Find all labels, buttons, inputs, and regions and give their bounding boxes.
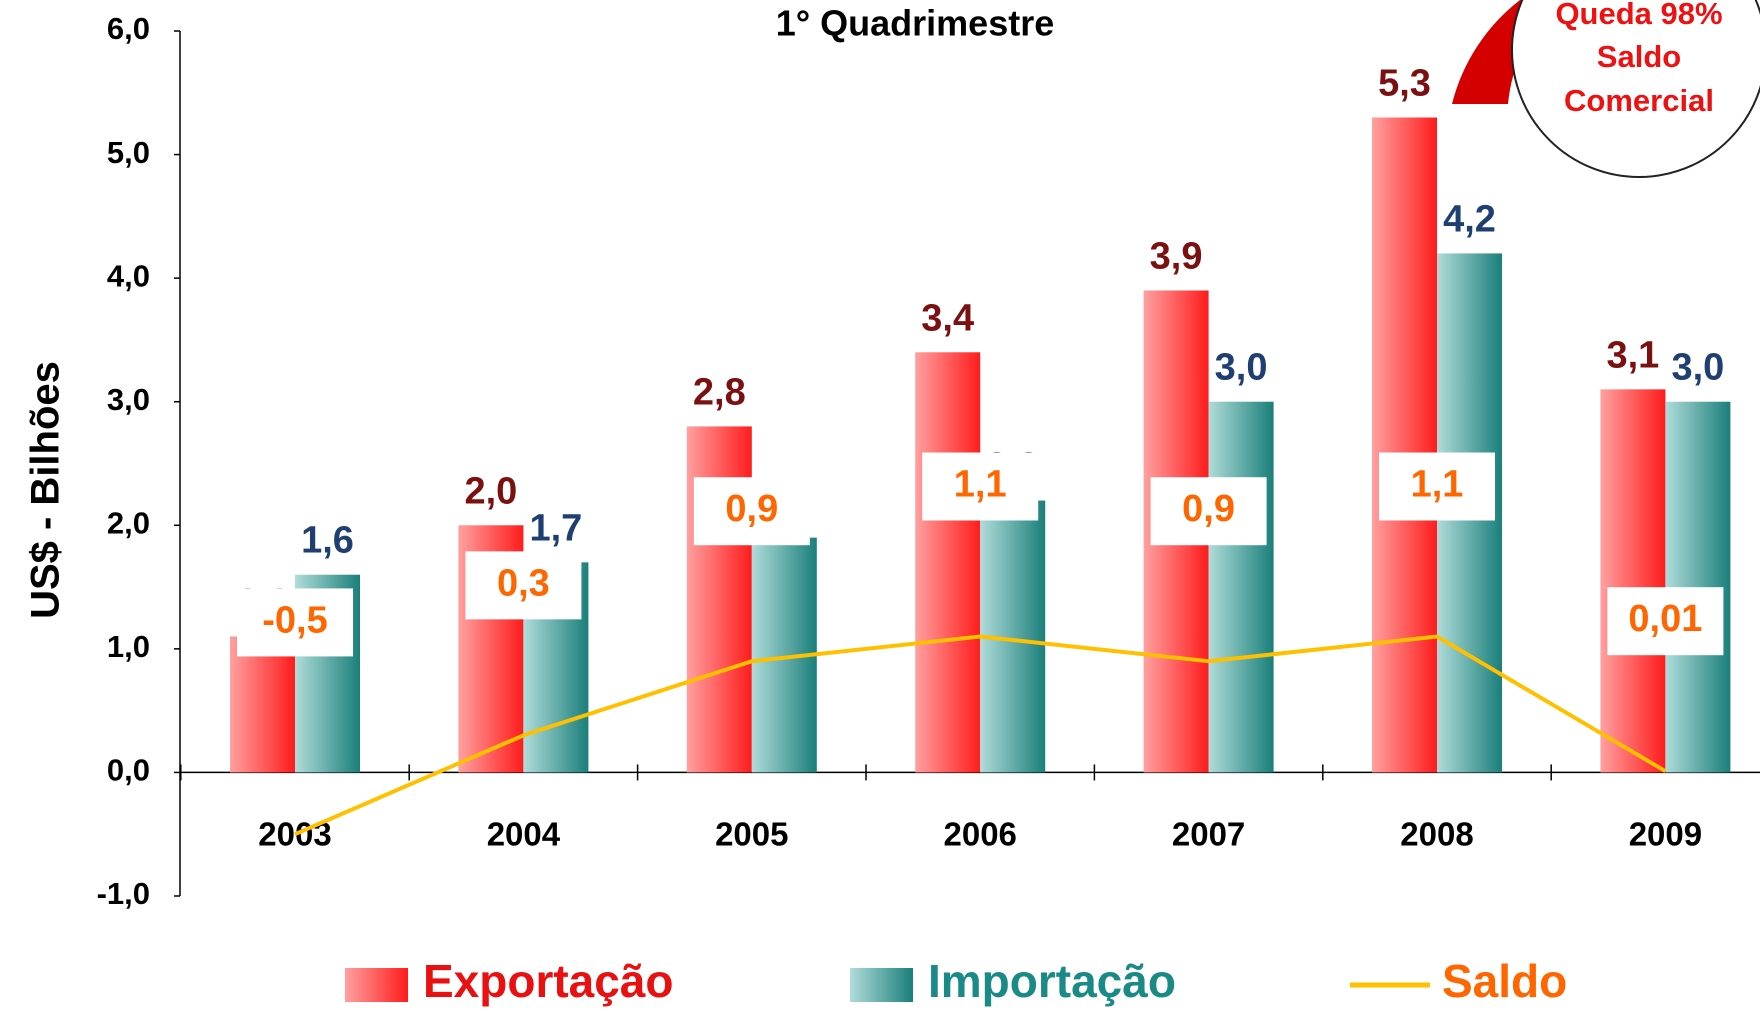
legend-swatch <box>345 968 408 1002</box>
x-tick-label: 2006 <box>943 816 1016 853</box>
x-tick-label: 2007 <box>1172 816 1245 853</box>
value-label: 4,2 <box>1443 198 1496 240</box>
x-tick-label: 2005 <box>715 816 788 853</box>
bar <box>230 637 295 773</box>
value-label: 3,0 <box>1671 347 1724 389</box>
y-axis-title: US$ - Bilhões <box>24 361 68 619</box>
y-tick-label: 6,0 <box>107 11 150 46</box>
value-label: 1,6 <box>301 520 354 562</box>
value-label: 0,9 <box>725 488 778 530</box>
value-label: 1,1 <box>954 464 1007 506</box>
value-label: 0,01 <box>1628 598 1702 640</box>
x-tick-label: 2009 <box>1629 816 1702 853</box>
y-tick-label: 0,0 <box>107 753 150 788</box>
value-label: 2,0 <box>464 470 517 512</box>
value-label: 1,7 <box>529 507 582 549</box>
x-tick-label: 2004 <box>487 816 561 853</box>
y-tick-label: 4,0 <box>107 258 150 293</box>
chart: Queda 98% Saldo Comercial 1° Quadrimestr… <box>0 0 1760 1012</box>
chart-title: 1° Quadrimestre <box>776 3 1055 44</box>
value-label: 1,1 <box>1411 464 1464 506</box>
value-label: 2,8 <box>693 371 746 413</box>
bar <box>915 352 980 772</box>
y-tick-label: 3,0 <box>107 382 150 417</box>
value-label: 0,9 <box>1182 488 1235 530</box>
value-label: -0,5 <box>262 599 327 641</box>
value-label: 5,3 <box>1378 63 1431 105</box>
y-tick-label: 2,0 <box>107 505 150 540</box>
value-label: 3,1 <box>1606 334 1659 376</box>
legend-label: Importação <box>928 955 1176 1007</box>
y-tick-label: 5,0 <box>107 135 150 170</box>
legend-swatch <box>850 968 913 1002</box>
legend-label: Exportação <box>423 955 674 1007</box>
annotation-text: Queda 98% <box>1555 0 1722 31</box>
bar <box>1600 389 1665 772</box>
value-label: 3,9 <box>1150 236 1203 278</box>
annotation-text: Saldo <box>1597 39 1681 74</box>
value-label: 3,4 <box>921 297 974 339</box>
annotation-text: Comercial <box>1564 83 1714 118</box>
value-label: 3,0 <box>1215 347 1268 389</box>
y-tick-label: 1,0 <box>107 629 150 664</box>
x-tick-label: 2008 <box>1400 816 1473 853</box>
bar <box>1665 402 1730 773</box>
bar <box>1209 402 1274 773</box>
legend-label: Saldo <box>1442 955 1567 1007</box>
bar <box>1372 118 1437 773</box>
y-tick-label: -1,0 <box>97 876 150 911</box>
value-label: 0,3 <box>497 562 550 604</box>
